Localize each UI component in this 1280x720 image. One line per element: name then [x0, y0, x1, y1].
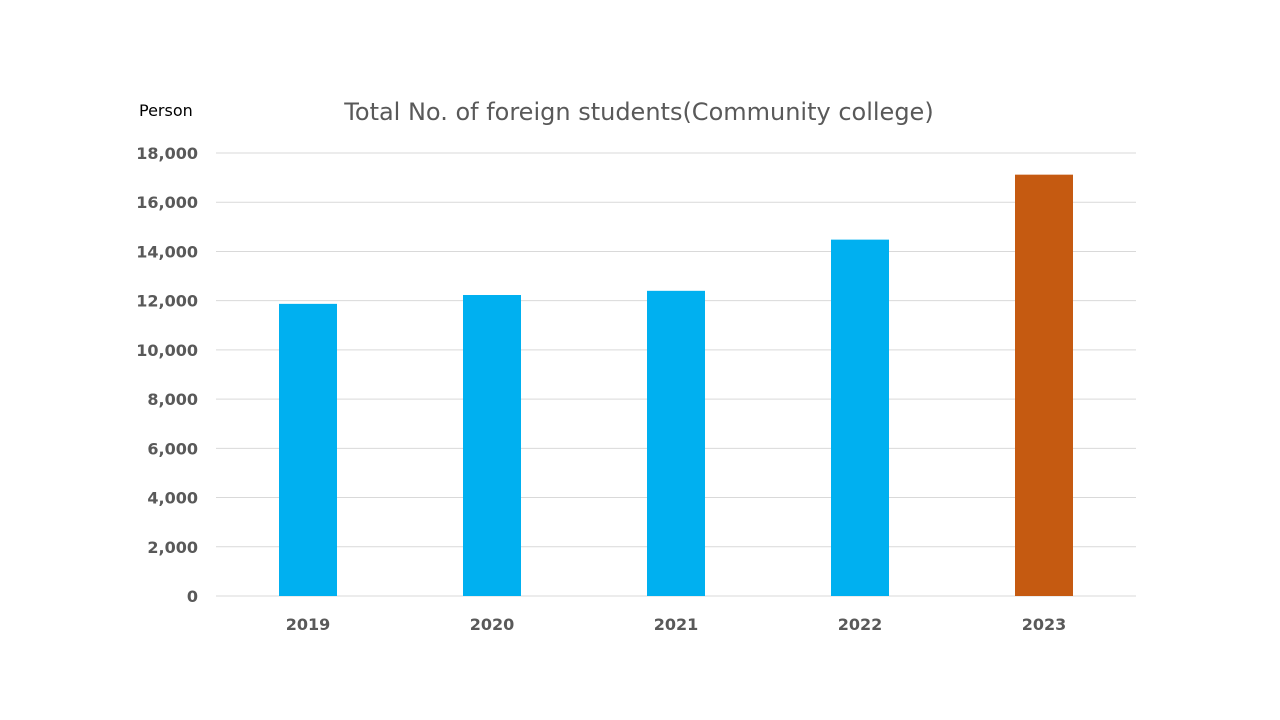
y-tick-label: 2,000 [147, 538, 198, 557]
x-tick-label-2022: 2022 [838, 615, 883, 634]
x-tick-label-2023: 2023 [1022, 615, 1067, 634]
y-tick-label: 4,000 [147, 489, 198, 508]
y-tick-label: 0 [187, 587, 198, 606]
y-tick-label: 10,000 [136, 341, 198, 360]
y-tick-label: 18,000 [136, 144, 198, 163]
y-tick-label: 14,000 [136, 242, 198, 261]
x-tick-label-2021: 2021 [654, 615, 699, 634]
y-axis-unit-label: Person [139, 101, 193, 120]
bar-2022 [831, 239, 889, 596]
chart-title: Total No. of foreign students(Community … [343, 98, 933, 126]
bar-2019 [279, 303, 337, 596]
bar-2020 [463, 295, 521, 596]
x-tick-label-2019: 2019 [286, 615, 331, 634]
bar-2021 [647, 290, 705, 596]
bar-2023 [1015, 174, 1073, 596]
x-axis-tick-labels: 2019 2020 2021 2022 2023 [286, 615, 1067, 634]
x-tick-label-2020: 2020 [470, 615, 515, 634]
bars [279, 174, 1073, 596]
y-tick-label: 6,000 [147, 439, 198, 458]
y-tick-label: 8,000 [147, 390, 198, 409]
y-axis-tick-labels: 0 2,000 4,000 6,000 8,000 10,000 12,000 14,000 1… [136, 144, 198, 606]
y-tick-label: 12,000 [136, 292, 198, 311]
y-tick-label: 16,000 [136, 193, 198, 212]
